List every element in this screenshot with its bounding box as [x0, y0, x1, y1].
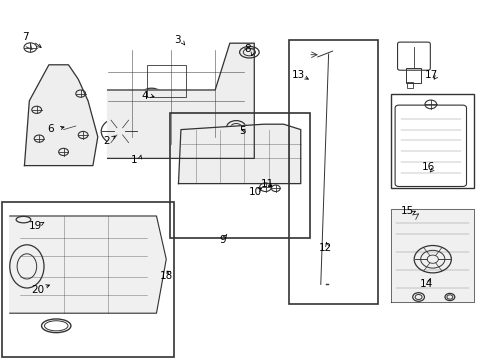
Text: 17: 17: [424, 70, 437, 80]
Bar: [390, 94, 473, 188]
Text: 19: 19: [28, 221, 42, 231]
Text: 13: 13: [291, 70, 305, 80]
Text: 18: 18: [159, 271, 173, 282]
Bar: [146, 65, 185, 97]
Text: 14: 14: [419, 279, 432, 289]
Text: 4: 4: [141, 91, 147, 102]
Text: 6: 6: [47, 123, 54, 134]
Text: 9: 9: [219, 235, 225, 245]
Polygon shape: [390, 209, 473, 302]
Polygon shape: [178, 124, 300, 184]
Text: 10: 10: [249, 187, 262, 197]
Text: 1: 1: [131, 155, 138, 165]
Polygon shape: [24, 65, 98, 166]
Text: 15: 15: [400, 206, 413, 216]
Text: 16: 16: [421, 162, 435, 172]
Text: 3: 3: [174, 35, 181, 45]
Text: 8: 8: [244, 44, 250, 54]
Text: 11: 11: [260, 179, 273, 189]
Bar: [289, 40, 378, 304]
Bar: [406, 82, 412, 88]
Text: 20: 20: [32, 285, 44, 295]
Text: 7: 7: [22, 32, 29, 42]
Text: 12: 12: [318, 243, 332, 253]
Bar: [170, 113, 309, 238]
Polygon shape: [10, 216, 166, 313]
Bar: [2, 202, 173, 357]
Polygon shape: [107, 43, 254, 158]
Bar: [405, 68, 420, 83]
Text: 5: 5: [239, 126, 245, 136]
Text: 2: 2: [103, 136, 110, 146]
